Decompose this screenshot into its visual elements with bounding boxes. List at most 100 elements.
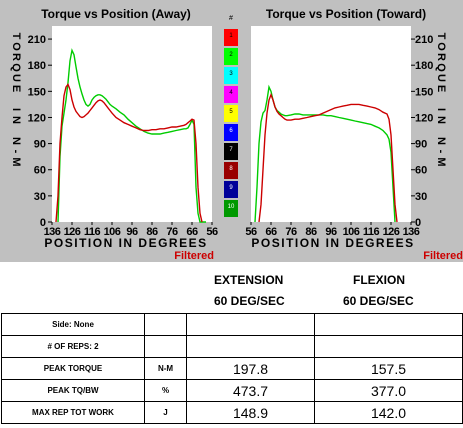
- chart-toward: Torque vs Position (Toward) 0 30 60 90 120 15…: [245, 7, 463, 262]
- extension-header: EXTENSION: [214, 273, 284, 287]
- y-label-char: Q: [10, 63, 22, 72]
- y-label-char: N: [435, 137, 447, 145]
- chart-toward-filtered-note: Filtered: [423, 250, 463, 262]
- legend-label: 1: [229, 33, 233, 39]
- series-line-2: [55, 82, 203, 223]
- extension-value: [186, 313, 315, 336]
- x-tick-label: 86: [305, 226, 317, 238]
- row-unit: J: [144, 401, 187, 424]
- chart-away-x-label: POSITION IN DEGREES: [44, 236, 207, 250]
- y-label-char: O: [435, 42, 447, 51]
- chart-away-y-label: TORQUE I N N - M: [10, 33, 22, 167]
- y-tick-label: 90: [34, 139, 46, 151]
- chart-away-filtered-note: Filtered: [174, 250, 214, 262]
- x-tick-label: 66: [186, 226, 198, 238]
- results-table: Side: None # OF REPS: 2 PEAK TORQUE N-M …: [1, 313, 463, 424]
- legend-label: 8: [229, 166, 233, 172]
- x-tick-label: 136: [403, 226, 420, 238]
- legend-swatch: [224, 200, 238, 217]
- extension-value: 473.7: [186, 379, 315, 402]
- legend-label: 3: [229, 71, 233, 77]
- chart-toward-title: Torque vs Position (Toward): [266, 7, 426, 21]
- x-tick-label: 96: [126, 226, 138, 238]
- chart-away-x-ticks: 136 126 116 106 96 86 76 66 56: [44, 222, 218, 238]
- row-unit: %: [144, 379, 187, 402]
- y-label-char: M: [435, 157, 447, 166]
- chart-toward-x-ticks: 56 66 76 86 96 106 116 126 136: [245, 222, 420, 238]
- flexion-value: 377.0: [314, 379, 463, 402]
- y-tick-label: 30: [34, 191, 46, 203]
- x-tick-label: 56: [206, 226, 218, 238]
- y-tick-label: 150: [415, 86, 433, 98]
- legend-label: 10: [228, 204, 235, 210]
- legend-swatch: [224, 67, 238, 84]
- legend-items: 1 2 3 4 5 6 7 8 9 10: [224, 29, 238, 217]
- y-label-char: N: [435, 116, 447, 124]
- legend-label: 9: [229, 185, 233, 191]
- table-row: Side: None: [1, 313, 463, 336]
- chart-toward-x-label: POSITION IN DEGREES: [251, 236, 414, 250]
- chart-away-title: Torque vs Position (Away): [41, 7, 191, 21]
- y-tick-label: 120: [28, 112, 46, 124]
- flexion-speed: 60 DEG/SEC: [343, 294, 414, 308]
- legend-label: 5: [229, 109, 233, 115]
- chart-away: Torque vs Position (Away) 0 30 60 90 120 150 1…: [10, 7, 218, 262]
- y-label-char: O: [10, 42, 22, 51]
- y-tick-label: 210: [415, 34, 433, 46]
- y-label-char: E: [10, 85, 22, 92]
- y-tick-label: 180: [415, 60, 433, 72]
- y-label-char: M: [10, 157, 22, 166]
- table-row: PEAK TORQUE N-M 197.8 157.5: [1, 357, 463, 380]
- y-label-char: U: [10, 74, 22, 82]
- x-tick-label: 76: [166, 226, 178, 238]
- extension-value: 148.9: [186, 401, 315, 424]
- x-tick-label: 76: [285, 226, 297, 238]
- y-label-char: -: [10, 150, 22, 154]
- chart-toward-y-ticks: 0 30 60 90 120 150 180 210: [411, 34, 433, 229]
- legend-swatch: [224, 181, 238, 198]
- y-label-char: R: [435, 53, 447, 61]
- torque-charts-panel: Torque vs Position (Away) 0 30 60 90 120 150 1…: [0, 0, 463, 262]
- x-tick-label: 66: [265, 226, 277, 238]
- y-label-char: N: [10, 137, 22, 145]
- series-line-2: [258, 92, 398, 223]
- y-label-char: T: [10, 33, 22, 40]
- chart-toward-y-label: TORQUE I N N - M: [435, 33, 447, 167]
- y-tick-label: 90: [415, 139, 427, 151]
- row-unit: [144, 335, 187, 358]
- series-line-1: [254, 84, 396, 223]
- y-label-char: -: [435, 150, 447, 154]
- y-label-char: T: [435, 33, 447, 40]
- chart-toward-plot-area: [251, 26, 411, 222]
- table-row: PEAK TQ/BW % 473.7 377.0: [1, 379, 463, 402]
- row-label: Side: None: [1, 313, 145, 336]
- x-tick-label: 126: [64, 226, 81, 238]
- row-label: MAX REP TOT WORK: [1, 401, 145, 424]
- y-tick-label: 150: [28, 86, 46, 98]
- y-tick-label: 210: [28, 34, 46, 46]
- y-label-char: I: [10, 108, 22, 111]
- y-tick-label: 0: [40, 217, 46, 229]
- extension-value: 197.8: [186, 357, 315, 380]
- x-tick-label: 56: [245, 226, 257, 238]
- legend-title: #: [229, 15, 233, 22]
- x-tick-label: 136: [44, 226, 61, 238]
- flexion-value: [314, 313, 463, 336]
- y-tick-label: 120: [415, 112, 433, 124]
- legend-swatch: [224, 48, 238, 65]
- table-row: MAX REP TOT WORK J 148.9 142.0: [1, 401, 463, 424]
- x-tick-label: 126: [383, 226, 400, 238]
- chart-away-series: [55, 48, 206, 223]
- row-label: PEAK TQ/BW: [1, 379, 145, 402]
- flexion-value: 157.5: [314, 357, 463, 380]
- y-tick-label: 60: [34, 165, 46, 177]
- series-line-1: [57, 48, 206, 223]
- y-tick-label: 180: [28, 60, 46, 72]
- flexion-value: [314, 335, 463, 358]
- y-label-char: R: [10, 53, 22, 61]
- y-label-char: Q: [435, 63, 447, 72]
- legend-label: 2: [229, 52, 233, 58]
- row-label: # OF REPS: 2: [1, 335, 145, 358]
- legend-swatch: [224, 105, 238, 122]
- y-label-char: U: [435, 74, 447, 82]
